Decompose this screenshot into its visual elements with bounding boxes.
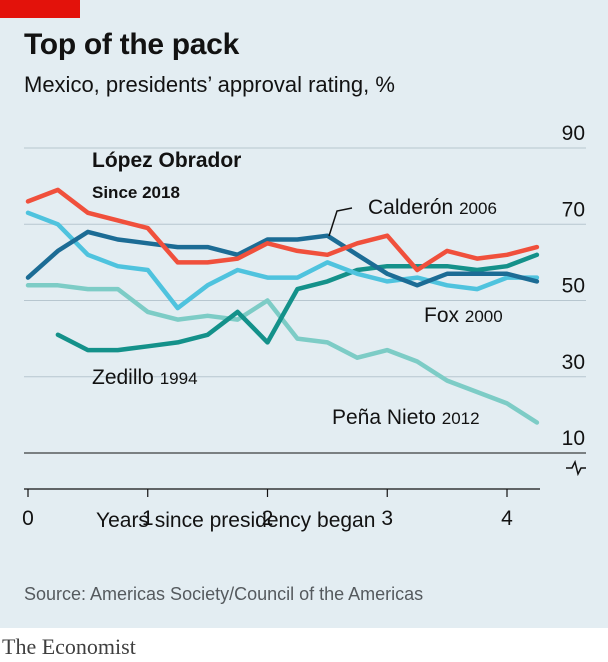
y-tick-labels: 10 30 50 70 90 [562,122,585,450]
label-fox-year: 2000 [465,307,503,326]
y-tick-label-10: 10 [562,427,585,450]
y-tick-label-70: 70 [562,198,585,221]
label-pena-nieto-name: Peña Nieto [332,406,436,429]
label-calderon: Calderón 2006 [368,196,497,219]
series-line-fox [25,210,540,311]
label-zedillo: Zedillo 1994 [92,366,198,389]
x-tick-label-3: 3 [381,507,393,530]
x-tick-label-4: 4 [501,507,513,530]
series-line-zedillo [55,252,540,353]
label-lopez-obrador-year: Since 2018 [92,183,180,202]
x-tick-label-2: 2 [262,507,274,530]
label-pena-nieto-year: 2012 [442,409,480,428]
y-tick-label-30: 30 [562,351,585,374]
chart-background [0,0,608,628]
line-chart: 10 30 50 70 90 0 1 2 3 4 Years since presidency … [22,122,586,532]
brand-red-tag [0,0,80,18]
label-lopez-obrador-name: López Obrador [92,149,241,172]
y-tick-label-50: 50 [562,275,585,298]
y-tick-label-90: 90 [562,122,585,145]
label-calderon-leader [328,207,353,237]
x-tick-label-1: 1 [142,507,154,530]
label-calderon-year: 2006 [459,199,497,218]
x-axis: 0 1 2 3 4 [22,488,540,530]
chart-title: Top of the pack [24,28,239,61]
series-lines [25,187,540,425]
x-tick-label-0: 0 [22,507,34,530]
label-fox-name: Fox [424,304,460,327]
series-line-calderon [25,229,540,288]
economist-logo: The Economist [2,634,136,659]
label-pena-nieto: Peña Nieto 2012 [332,406,480,429]
label-zedillo-name: Zedillo [92,366,154,389]
x-axis-label: Years since presidency began [96,509,375,532]
label-zedillo-year: 1994 [160,369,198,388]
source-note: Source: Americas Society/Council of the … [24,584,424,604]
gridlines [24,147,586,454]
axis-break-icon [566,459,586,477]
chart-subtitle: Mexico, presidents’ approval rating, % [24,72,395,97]
label-fox: Fox 2000 [424,304,503,327]
series-line-lopez-obrador [25,187,540,273]
label-calderon-name: Calderón [368,196,453,219]
